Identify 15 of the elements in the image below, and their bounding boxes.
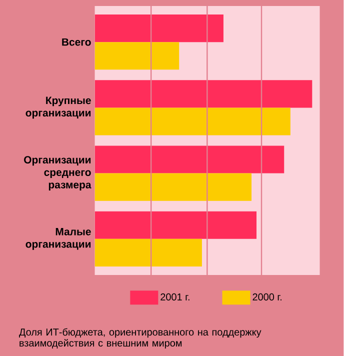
bar — [94, 108, 291, 136]
y-tick-label: Крупные организации — [26, 96, 91, 119]
bar — [94, 146, 284, 174]
bar — [94, 211, 257, 239]
y-tick-label: Малые организации — [26, 228, 91, 250]
bar — [94, 173, 252, 201]
bar — [94, 238, 202, 266]
bar — [94, 42, 180, 70]
y-tick-label: Всего — [62, 38, 91, 46]
legend-label: 2000 г. — [252, 293, 282, 300]
text: Доля ИТ-бюджета, ориентированного на поддержку взаимодействия с внешним миром — [19, 328, 262, 349]
y-tick-label: Организации среднего размера — [24, 156, 92, 190]
bar — [94, 80, 312, 108]
legend-label: 2001 г. — [160, 293, 190, 300]
bar — [94, 14, 224, 42]
